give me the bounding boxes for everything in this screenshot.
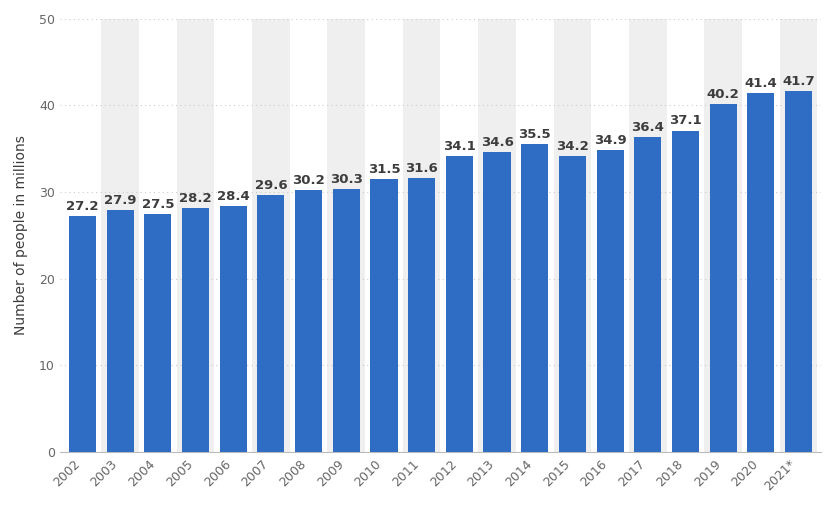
Text: 35.5: 35.5 <box>519 128 551 141</box>
Y-axis label: Number of people in millions: Number of people in millions <box>14 135 28 335</box>
Bar <box>747 93 774 452</box>
Bar <box>446 157 473 452</box>
Text: 29.6: 29.6 <box>255 179 287 192</box>
Bar <box>371 179 397 452</box>
Bar <box>144 213 171 452</box>
Bar <box>710 104 736 452</box>
Bar <box>704 19 742 452</box>
Text: 40.2: 40.2 <box>706 88 740 101</box>
Bar <box>327 19 365 452</box>
Bar <box>780 19 817 452</box>
Bar <box>635 136 661 452</box>
Bar <box>69 216 96 452</box>
Text: 34.9: 34.9 <box>594 133 626 147</box>
Bar <box>252 19 290 452</box>
Bar <box>332 190 360 452</box>
Bar <box>295 190 322 452</box>
Bar <box>559 156 586 452</box>
Text: 27.2: 27.2 <box>66 200 99 213</box>
Text: 34.2: 34.2 <box>556 139 589 153</box>
Bar <box>408 178 435 452</box>
Bar <box>402 19 441 452</box>
Text: 34.6: 34.6 <box>481 136 514 149</box>
Text: 27.5: 27.5 <box>142 198 174 210</box>
Text: 36.4: 36.4 <box>631 121 664 133</box>
Text: 27.9: 27.9 <box>104 194 136 207</box>
Bar <box>672 130 699 452</box>
Text: 37.1: 37.1 <box>669 115 701 127</box>
Bar <box>101 19 139 452</box>
Bar <box>596 150 624 452</box>
Text: 41.4: 41.4 <box>745 77 777 90</box>
Text: 30.3: 30.3 <box>330 173 362 187</box>
Text: 31.5: 31.5 <box>367 163 400 176</box>
Bar <box>257 195 285 452</box>
Bar <box>521 144 549 452</box>
Bar <box>483 152 510 452</box>
Bar <box>785 91 812 452</box>
Bar <box>629 19 666 452</box>
Text: 31.6: 31.6 <box>405 162 438 175</box>
Bar <box>220 206 247 452</box>
Bar <box>478 19 516 452</box>
Bar <box>177 19 215 452</box>
Text: 41.7: 41.7 <box>782 75 815 88</box>
Text: 28.4: 28.4 <box>217 190 250 203</box>
Bar <box>554 19 591 452</box>
Bar <box>107 210 134 452</box>
Text: 28.2: 28.2 <box>180 192 212 204</box>
Text: 30.2: 30.2 <box>292 174 325 187</box>
Bar <box>182 207 209 452</box>
Text: 34.1: 34.1 <box>443 140 476 154</box>
